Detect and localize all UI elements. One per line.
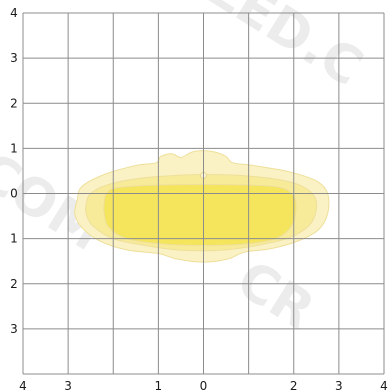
- y-tick-label: 4: [10, 6, 18, 20]
- y-tick-label: 1: [10, 232, 18, 246]
- x-tick-label: 4: [19, 379, 27, 392]
- y-tick-label: 1: [10, 141, 18, 155]
- y-tick-label: 3: [10, 322, 18, 336]
- x-tick-label: 1: [155, 379, 163, 392]
- grid: [22, 12, 385, 375]
- y-tick-label: 3: [10, 51, 18, 65]
- contour-inner: [103, 183, 297, 246]
- x-tick-label: 3: [335, 379, 343, 392]
- x-tick-label: 3: [64, 379, 72, 392]
- y-tick-label: 0: [10, 187, 18, 201]
- x-tick-label: 0: [200, 379, 208, 392]
- svg-text:CR: CR: [226, 249, 324, 341]
- y-tick-label: 2: [10, 96, 18, 110]
- x-tick-label: 2: [290, 379, 298, 392]
- y-tick-labels: 4 3 2 1 0 1 2 3: [10, 6, 18, 336]
- x-tick-label: 4: [380, 379, 388, 392]
- x-tick-labels: 4 3 1 0 2 3 4: [19, 379, 388, 392]
- y-tick-label: 2: [10, 277, 18, 291]
